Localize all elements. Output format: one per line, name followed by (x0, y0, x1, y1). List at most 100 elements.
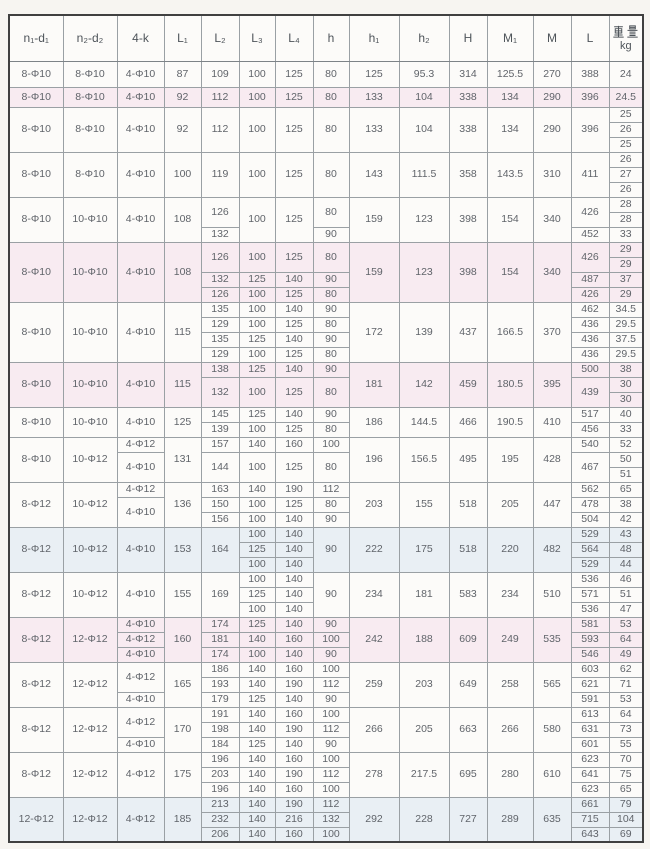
table-cell: 259 (348, 661, 400, 708)
table-cell: 340 (532, 241, 572, 303)
table-cell: 160 (274, 706, 314, 723)
table-cell: 190 (274, 796, 314, 813)
table-cell: 439 (570, 376, 610, 408)
table-cell: 4-Φ10 (116, 496, 165, 528)
table-cell: 4-Φ10 (116, 196, 165, 243)
table-cell: 115 (163, 301, 202, 363)
table-row: 4-Φ10 144 100 125 80 467 50 (9, 451, 644, 483)
table-cell: 47 (608, 601, 644, 618)
table-cell: 398 (448, 196, 488, 243)
table-cell: 29.5 (608, 316, 644, 333)
table-cell: 185 (163, 796, 202, 843)
weight-kanji-icon: 重量 (610, 25, 642, 38)
table-cell: 125 (238, 331, 276, 348)
table-cell: 143 (348, 151, 400, 198)
table-cell: 203 (200, 766, 240, 783)
table-cell: 33 (608, 421, 644, 438)
table-cell: 143.5 (486, 151, 534, 198)
table-row: 139 100 125 80 456 33 (9, 421, 644, 438)
table-cell: 155 (163, 571, 202, 618)
table-cell: 623 (570, 781, 610, 798)
table-cell: 30 (608, 391, 644, 408)
table-cell: 160 (274, 436, 314, 453)
table-cell: 140 (238, 481, 276, 498)
table-cell: 123 (398, 241, 450, 303)
table-cell: 100 (238, 241, 276, 273)
table-row: 8-Φ12 10-Φ12 4-Φ10 153 164 100 140 90 222 175 518 2… (8, 526, 644, 573)
table-cell: 190 (274, 766, 314, 783)
table-cell: 95.3 (398, 60, 450, 88)
table-cell: 292 (348, 796, 400, 843)
table-cell: 571 (570, 586, 610, 603)
table-cell: 133 (348, 86, 400, 108)
table-cell: 125 (238, 736, 276, 753)
table-cell: 426 (570, 196, 610, 228)
table-cell: 90 (312, 226, 350, 243)
table-cell: 140 (274, 361, 314, 378)
table-cell: 112 (312, 481, 350, 498)
table-cell: 196 (200, 781, 240, 798)
table-cell: 4-Φ10 (116, 526, 165, 573)
table-cell: 388 (570, 60, 610, 88)
table-cell: 150 (200, 496, 240, 513)
table-cell: 44 (608, 556, 644, 573)
table-row: 8-Φ10 8-Φ10 4-Φ10 100 119 100 125 80 143 111.5 358… (8, 151, 644, 198)
table-row: 129 100 125 80 436 29.5 (9, 346, 644, 363)
table-cell: 140 (274, 646, 314, 663)
col-header-h: h (312, 14, 350, 62)
table-cell: 140 (274, 271, 314, 288)
table-cell: 203 (348, 481, 400, 528)
table-cell: 266 (486, 706, 534, 753)
table-cell: 33 (608, 226, 644, 243)
table-cell: 188 (398, 616, 450, 663)
table-cell: 426 (570, 286, 610, 303)
table-cell: 51 (608, 466, 644, 483)
table-cell: 170 (163, 706, 202, 753)
table-cell: 565 (532, 661, 572, 708)
table-cell: 125 (238, 541, 276, 558)
table-cell: 10-Φ12 (62, 571, 118, 618)
table-cell: 100 (163, 151, 202, 198)
table-cell: 10-Φ10 (62, 241, 118, 303)
table-cell: 112 (312, 721, 350, 738)
table-cell: 8-Φ10 (8, 151, 64, 198)
table-cell: 447 (532, 481, 572, 528)
table-cell: 601 (570, 736, 610, 753)
table-cell: 155 (398, 481, 450, 528)
table-cell: 53 (608, 616, 644, 633)
table-cell: 134 (486, 86, 534, 108)
table-cell: 51 (608, 586, 644, 603)
table-cell: 4-Φ10 (116, 646, 165, 663)
table-cell: 8-Φ12 (8, 616, 64, 663)
table-cell: 452 (570, 226, 610, 243)
table-cell: 4-Φ10 (116, 616, 165, 633)
table-cell: 52 (608, 436, 644, 453)
table-cell: 125 (274, 151, 314, 198)
table-cell: 100 (238, 511, 276, 528)
table-cell: 181 (200, 631, 240, 648)
table-cell: 100 (312, 826, 350, 843)
table-row: 8-Φ12 10-Φ12 4-Φ10 155 169 100 140 90 234 181 583 2… (8, 571, 644, 618)
table-row: 129 100 125 80 436 29.5 (9, 316, 644, 333)
table-cell: 4-Φ10 (116, 406, 165, 438)
table-cell: 80 (312, 346, 350, 363)
table-cell: 635 (532, 796, 572, 843)
table-cell: 205 (398, 706, 450, 753)
table-cell: 154 (486, 241, 534, 303)
table-cell: 24.5 (608, 86, 644, 108)
table-cell: 125 (238, 271, 276, 288)
table-cell: 75 (608, 766, 644, 783)
table-cell: 90 (312, 526, 350, 573)
table-cell: 180.5 (486, 361, 534, 408)
table-cell: 175 (398, 526, 450, 573)
table-cell: 104 (608, 811, 644, 828)
table-row: 8-Φ10 8-Φ10 4-Φ10 92 112 100 125 80 133 104 338 134… (8, 86, 644, 108)
header-row: n₁-d₁ n₂-d₂ 4-k L₁ L₂ L₃ L₄ h h₁ h₂ H M₁… (8, 14, 644, 62)
table-cell: 29 (608, 241, 644, 258)
table-cell: 80 (312, 60, 350, 88)
table-cell: 190 (274, 676, 314, 693)
table-cell: 217.5 (398, 751, 450, 798)
table-cell: 195 (486, 436, 534, 483)
table-cell: 132 (200, 226, 240, 243)
table-cell: 10-Φ12 (62, 436, 118, 483)
